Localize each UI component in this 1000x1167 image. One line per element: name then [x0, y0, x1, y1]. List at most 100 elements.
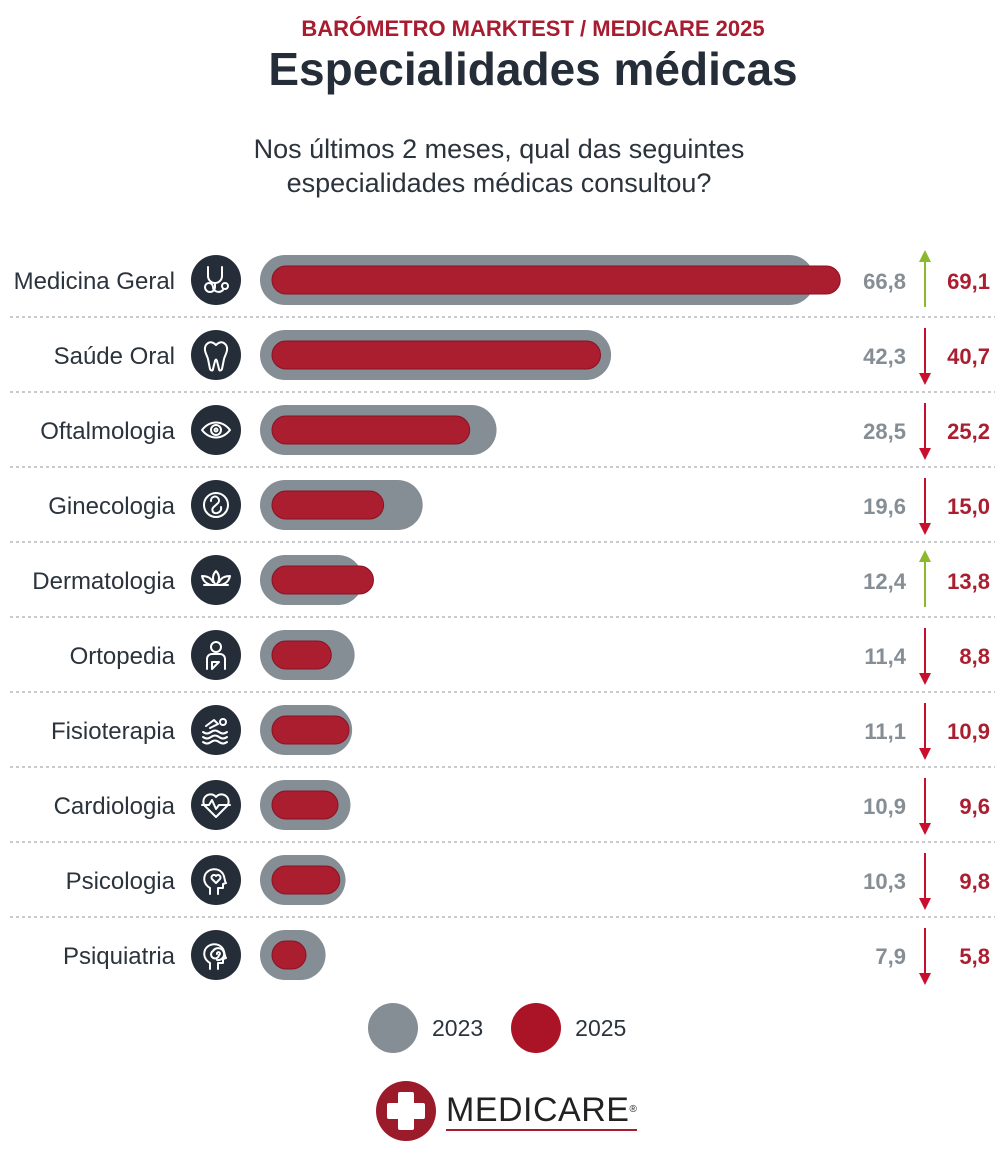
value-2023: 11,4: [864, 644, 906, 669]
stethoscope-icon: [204, 266, 229, 293]
bar-2025: [271, 490, 385, 520]
arrow-down-icon: [919, 778, 931, 835]
arrow-down-icon: [919, 403, 931, 460]
category-label: Dermatologia: [32, 568, 175, 595]
head-heart-icon: [203, 868, 227, 895]
fetus-icon: [203, 492, 229, 518]
page-title: Especialidades médicas: [268, 43, 798, 95]
value-2025: 25,2: [947, 419, 990, 444]
value-2023: 42,3: [863, 344, 906, 369]
head-spiral-icon: [203, 943, 227, 970]
eye-icon: [201, 421, 231, 439]
arrow-up-icon: [919, 550, 931, 607]
chart-row-2: Saúde Oral 42,3 40,7: [10, 328, 995, 393]
medicare-logo: MEDICARE®: [376, 1081, 638, 1141]
arrow-head: [919, 823, 931, 835]
value-2025: 9,8: [959, 869, 990, 894]
legend: 2023 2025: [368, 1003, 626, 1053]
arrow-head: [919, 550, 931, 562]
category-label: Fisioterapia: [51, 718, 176, 745]
chart-row-9: Psicologia 10,3 9,8: [10, 853, 995, 918]
value-2023: 28,5: [863, 419, 906, 444]
icon-circle: [191, 330, 241, 380]
value-2025: 40,7: [947, 344, 990, 369]
logo-registered: ®: [629, 1104, 638, 1115]
value-2023: 19,6: [863, 494, 906, 519]
chart-row-10: Psiquiatria 7,9 5,8: [63, 928, 990, 985]
arrow-up-icon: [919, 250, 931, 307]
arrow-down-icon: [919, 328, 931, 385]
bar-2025: [271, 565, 374, 595]
bar-chart: Medicina Geral 66,8 69,1 Saúde Oral 42,3 40,7…: [10, 250, 995, 985]
arrow-down-icon: [919, 703, 931, 760]
bar-2025: [271, 265, 841, 295]
icon-circle: [191, 780, 241, 830]
value-2025: 9,6: [959, 794, 990, 819]
medicare-cross-icon: [376, 1081, 436, 1141]
category-label: Cardiologia: [54, 793, 176, 820]
arrow-head: [919, 250, 931, 262]
arrow-down-icon: [919, 478, 931, 535]
legend-swatch-2025: [511, 1003, 562, 1053]
icon-circle: [191, 555, 241, 605]
arrow-head: [919, 748, 931, 760]
category-label: Psiquiatria: [63, 943, 176, 970]
value-2025: 10,9: [947, 719, 990, 744]
icon-circle: [191, 855, 241, 905]
chart-row-3: Oftalmologia 28,5 25,2: [10, 403, 995, 468]
category-label: Ginecologia: [48, 493, 175, 520]
chart-row-6: Ortopedia 11,4 8,8: [10, 628, 995, 693]
category-label: Ortopedia: [70, 643, 176, 670]
value-2025: 15,0: [947, 494, 990, 519]
arrow-head: [919, 373, 931, 385]
supertitle: BARÓMETRO MARKTEST / MEDICARE 2025: [301, 16, 765, 41]
icon-circle: [191, 255, 241, 305]
bar-2025: [271, 340, 602, 370]
icon-circle: [191, 405, 241, 455]
arrow-head: [919, 523, 931, 535]
chart-row-7: Fisioterapia 11,1 10,9: [10, 703, 995, 768]
value-2025: 8,8: [959, 644, 990, 669]
value-2025: 5,8: [959, 944, 990, 969]
bar-2025: [271, 940, 307, 970]
legend-swatch-2023: [368, 1003, 418, 1053]
chart-row-1: Medicina Geral 66,8 69,1: [10, 250, 995, 318]
value-2023: 66,8: [863, 269, 906, 294]
value-2025: 69,1: [947, 269, 990, 294]
category-label: Saúde Oral: [54, 343, 175, 370]
question-line-2: especialidades médicas consultou?: [286, 168, 712, 198]
value-2023: 11,1: [864, 719, 906, 744]
arrow-head: [919, 898, 931, 910]
arrow-down-icon: [919, 928, 931, 985]
bar-2025: [271, 415, 471, 445]
chart-row-8: Cardiologia 10,9 9,6: [10, 778, 995, 843]
bar-2025: [271, 715, 350, 745]
value-2023: 10,9: [863, 794, 906, 819]
tooth-icon: [203, 341, 229, 372]
legend-label-2023: 2023: [432, 1014, 484, 1041]
icon-circle: [191, 930, 241, 980]
arrow-head: [919, 673, 931, 685]
category-label: Medicina Geral: [14, 268, 175, 295]
arrow-head: [919, 448, 931, 460]
bar-2025: [271, 790, 339, 820]
heart-pulse-icon: [201, 793, 231, 818]
logo-text: MEDICARE®: [446, 1091, 638, 1131]
value-2023: 12,4: [863, 569, 907, 594]
arrow-down-icon: [919, 628, 931, 685]
arrow-down-icon: [919, 853, 931, 910]
category-label: Psicologia: [66, 868, 176, 895]
category-label: Oftalmologia: [40, 418, 175, 445]
arrow-head: [919, 973, 931, 985]
bar-2025: [271, 865, 341, 895]
logo-wordmark: MEDICARE: [446, 1091, 630, 1129]
value-2023: 10,3: [863, 869, 906, 894]
lotus-icon: [201, 570, 231, 586]
question: Nos últimos 2 meses, qual das seguintes …: [0, 132, 998, 200]
orthopedic-arm-icon: [206, 641, 226, 670]
swimming-icon: [202, 718, 228, 745]
bar-2025: [271, 640, 332, 670]
value-2023: 7,9: [875, 944, 906, 969]
question-line-1: Nos últimos 2 meses, qual das seguintes: [253, 134, 745, 164]
